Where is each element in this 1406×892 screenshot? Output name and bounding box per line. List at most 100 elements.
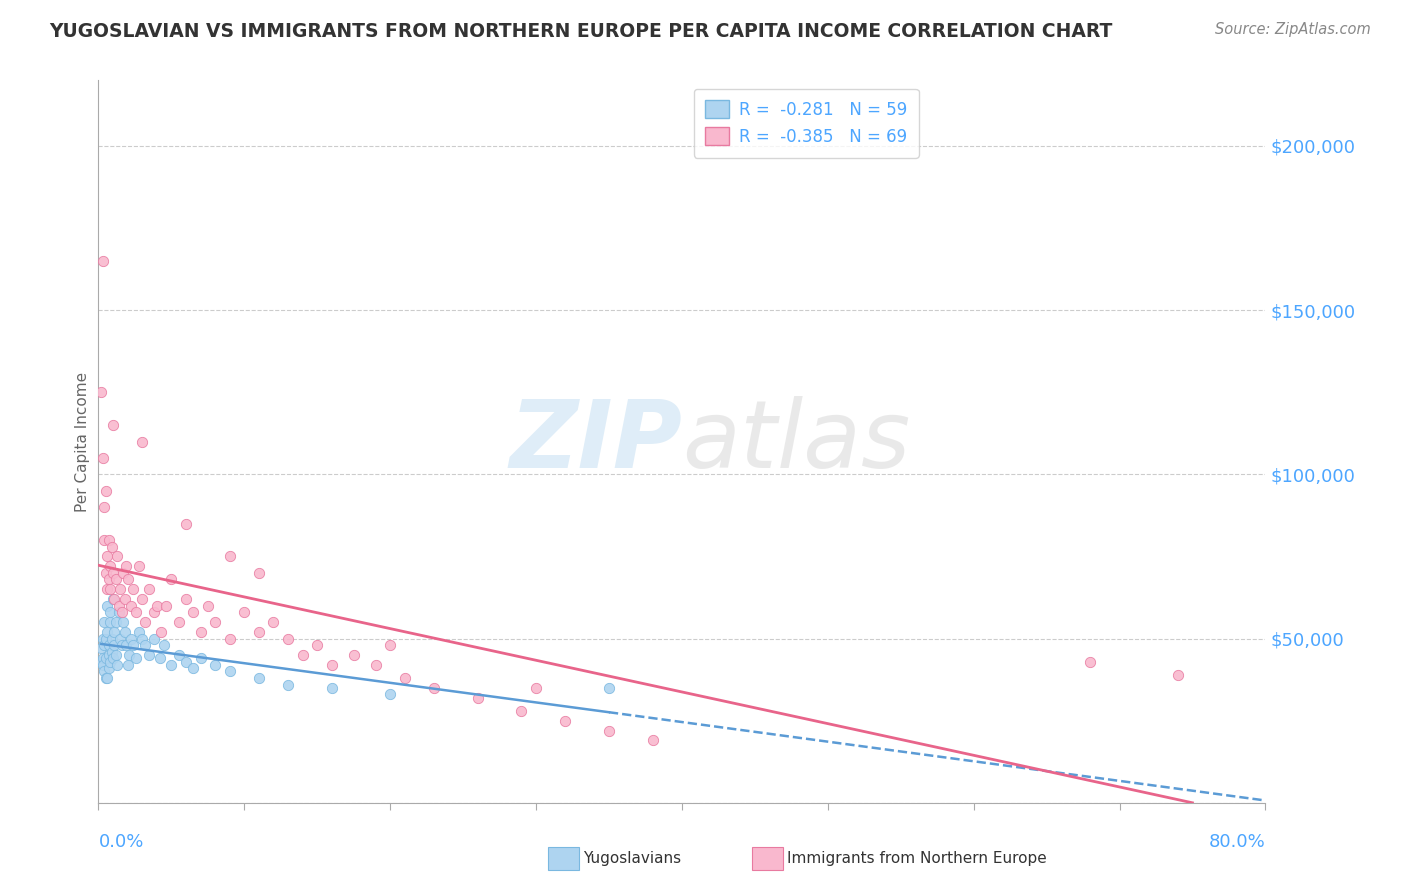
Point — [125, 605, 148, 619]
Point — [111, 605, 134, 619]
Point — [93, 638, 115, 652]
Point — [105, 549, 128, 564]
Point — [104, 648, 127, 662]
Point — [142, 632, 165, 646]
Point — [108, 599, 131, 613]
Point — [277, 632, 299, 646]
Point — [108, 605, 131, 619]
Point — [101, 592, 124, 607]
Point — [91, 632, 114, 646]
Point — [190, 625, 212, 640]
Point — [96, 599, 118, 613]
Point — [167, 615, 190, 630]
Point — [100, 632, 122, 646]
Point — [181, 605, 204, 619]
Point — [153, 638, 176, 652]
Point — [117, 573, 139, 587]
Point — [142, 605, 165, 619]
Point — [131, 434, 153, 449]
Point — [247, 566, 270, 580]
Point — [98, 605, 121, 619]
Point — [554, 714, 576, 728]
Point — [218, 665, 240, 679]
Point — [94, 671, 117, 685]
Point — [96, 625, 118, 640]
Point — [262, 615, 284, 630]
Point — [98, 582, 121, 597]
Point — [117, 657, 139, 672]
Text: 80.0%: 80.0% — [1209, 833, 1265, 851]
Point — [104, 573, 127, 587]
Point — [97, 638, 120, 652]
Y-axis label: Per Capita Income: Per Capita Income — [75, 371, 90, 512]
Text: ZIP: ZIP — [509, 395, 682, 488]
Point — [1167, 667, 1189, 681]
Point — [98, 655, 121, 669]
Point — [125, 651, 148, 665]
Legend: R =  -0.281   N = 59, R =  -0.385   N = 69: R = -0.281 N = 59, R = -0.385 N = 69 — [693, 88, 918, 158]
Point — [98, 615, 121, 630]
Text: 0.0%: 0.0% — [98, 833, 143, 851]
Point — [94, 651, 117, 665]
Point — [93, 500, 115, 515]
Point — [120, 599, 142, 613]
Point — [218, 632, 240, 646]
Point — [100, 540, 122, 554]
Point — [641, 733, 664, 747]
Point — [91, 657, 114, 672]
Point — [134, 615, 156, 630]
Point — [96, 671, 118, 685]
Point — [93, 615, 115, 630]
Point — [598, 723, 620, 738]
Point — [111, 638, 134, 652]
Point — [138, 648, 160, 662]
Point — [167, 648, 190, 662]
Point — [94, 483, 117, 498]
Point — [105, 657, 128, 672]
Point — [112, 615, 135, 630]
Text: Immigrants from Northern Europe: Immigrants from Northern Europe — [787, 852, 1047, 866]
Point — [100, 645, 122, 659]
Point — [94, 632, 117, 646]
Point — [204, 657, 226, 672]
Point — [101, 418, 124, 433]
Point — [247, 625, 270, 640]
Point — [364, 657, 387, 672]
Point — [90, 641, 112, 656]
Point — [149, 651, 172, 665]
Point — [112, 566, 135, 580]
Point — [114, 592, 136, 607]
Point — [160, 573, 183, 587]
Point — [321, 657, 343, 672]
Point — [150, 625, 173, 640]
Point — [524, 681, 547, 695]
Point — [138, 582, 160, 597]
Point — [131, 592, 153, 607]
Point — [101, 651, 124, 665]
Point — [380, 638, 402, 652]
Point — [277, 677, 299, 691]
Point — [197, 599, 219, 613]
Point — [103, 592, 125, 607]
Point — [131, 632, 153, 646]
Point — [98, 559, 121, 574]
Text: atlas: atlas — [682, 396, 910, 487]
Point — [96, 582, 118, 597]
Point — [91, 450, 114, 465]
Point — [122, 582, 145, 597]
Point — [91, 253, 114, 268]
Point — [91, 651, 114, 665]
Text: Source: ZipAtlas.com: Source: ZipAtlas.com — [1215, 22, 1371, 37]
Point — [146, 599, 169, 613]
Point — [103, 625, 125, 640]
Point — [307, 638, 329, 652]
Point — [218, 549, 240, 564]
Point — [204, 615, 226, 630]
Point — [90, 385, 112, 400]
Point — [97, 573, 120, 587]
Point — [247, 671, 270, 685]
Point — [103, 638, 125, 652]
Point — [598, 681, 620, 695]
Point — [394, 671, 416, 685]
Point — [128, 559, 150, 574]
